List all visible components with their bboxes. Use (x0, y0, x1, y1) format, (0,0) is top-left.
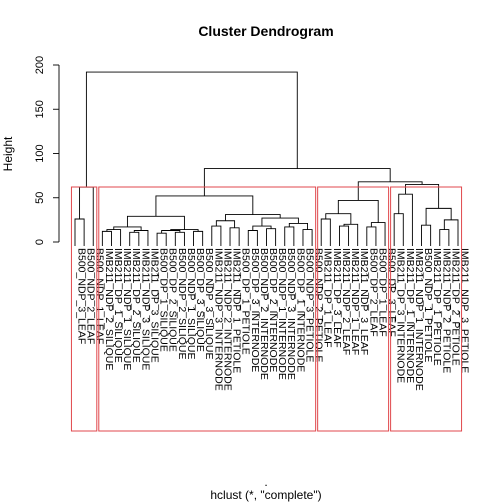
leaf-label: IMB211_DP_1_INTERNODE (404, 248, 416, 383)
x-axis-dot: . (264, 475, 267, 489)
leaf-label: IMB211_NDP_3_INTERNODE (212, 248, 224, 391)
leaf-label: IMB211_NDP_3_LEAF (358, 248, 370, 355)
leaf-label: IMB211_NDP_1_PETIOLE (231, 248, 243, 373)
leaf-label: IMB211_NDP_1_INTERNODE (413, 248, 425, 391)
leaf-label: B500_DP_3_SILIQUE (194, 248, 206, 352)
leaf-label: B500_DP_2_LEAF (367, 248, 379, 337)
leaf-label: B500_DP_1_PETIOLE (240, 248, 252, 355)
leaf-label: IMB211_DP_2_PETIOLE (449, 248, 461, 366)
dendrogram-branch (85, 71, 298, 188)
dendrogram-branch (133, 230, 149, 246)
dendrogram-branch (398, 193, 413, 246)
leaf-label: IMB211_DP_1_SILIQUE (112, 248, 124, 363)
leaf-label: IMB211_DP_3_SILIQUE (148, 248, 160, 363)
dendrogram-branch (343, 223, 359, 246)
leaf-label: IMB211_DP_3_INTERNODE (395, 248, 407, 383)
leaf-label: B500_NDP_1_INTERNODE (276, 248, 288, 380)
x-axis-label: hclust (*, "complete") (210, 488, 321, 502)
cluster-box (98, 186, 317, 432)
cluster-boxes (70, 186, 463, 432)
leaf-label: IMB211_NDP_2_LEAF (340, 248, 352, 355)
dendrogram-branch (229, 227, 240, 246)
dendrogram-branch (421, 224, 432, 246)
leaf-label: IMB211_NDP_2_PETIOLE (440, 248, 452, 373)
y-axis: 0 50 100 150 200 (34, 56, 60, 245)
cluster-box (390, 186, 463, 432)
dendrogram-branch (211, 225, 222, 246)
leaf-label: B500_NDP_1_PETIOLE (422, 248, 434, 362)
leaf-label: B500_NDP_2_LEAF (85, 248, 97, 344)
leaf-label: IMB211_DP_1_PETIOLE (431, 248, 443, 366)
dendrogram-branch (156, 232, 167, 246)
leaf-label: IMB211_DP_3_LEAF (331, 248, 343, 348)
dendrogram-branch (129, 231, 140, 246)
y-tick-label: 50 (34, 192, 46, 204)
dendrogram-branch (439, 229, 450, 246)
dendrogram-branch (302, 229, 313, 246)
chart-title: Cluster Dendrogram (198, 23, 333, 39)
dendrogram-branch (126, 215, 185, 230)
y-tick-label: 200 (34, 56, 46, 74)
leaf-label: B500_DP_1_INTERNODE (294, 248, 306, 372)
leaf-label: B500_NDP_1_SILIQUE (185, 248, 197, 359)
dendrogram-branch (443, 219, 459, 246)
y-axis-label: Height (1, 136, 15, 171)
dendrogram-branch (174, 231, 185, 246)
leaf-label: B500_NDP_3_INTERNODE (285, 248, 297, 380)
dendrogram-branch (74, 218, 85, 246)
dendrogram-branch (425, 207, 452, 226)
leaf-label: IMB211_NDP_2_SILIQUE (103, 248, 115, 370)
dendrogram-branch (339, 225, 350, 246)
y-tick-label: 0 (34, 239, 46, 245)
y-tick-label: 150 (34, 100, 46, 118)
dendrogram-branch (284, 226, 295, 246)
leaf-label: B500_DP_3_INTERNODE (249, 248, 261, 372)
dendrogram-branch (215, 220, 236, 228)
leaf-label: B500_DP_2_INTERNODE (267, 248, 279, 372)
dendrogram-branch (247, 230, 258, 246)
leaf-label: IMB211_DP_2_SILIQUE (130, 248, 142, 363)
leaf-label: IMB211_NDP_3_SILIQUE (139, 248, 151, 370)
dendrogram-branch (393, 213, 404, 246)
leaf-label: IMB211_NDP_1_LEAF (349, 248, 361, 355)
leaf-label: IMB211_DP_1_LEAF (322, 248, 334, 348)
dendrogram-branch (155, 195, 254, 217)
dendrogram-branches (74, 71, 459, 246)
leaf-label: IMB211_NDP_3_PETIOLE (459, 248, 471, 373)
dendrogram-branch (106, 229, 122, 246)
cluster-box (70, 186, 98, 432)
dendrogram-branch (261, 217, 299, 227)
cluster-box (317, 186, 390, 432)
dendrogram-branch (79, 186, 94, 246)
leaf-label: B500_NDP_3_LEAF (76, 248, 88, 344)
leaf-label: B500_DP_2_SILIQUE (167, 248, 179, 352)
leaf-label: B500_NDP_3_PETIOLE (303, 248, 315, 362)
dendrogram-branch (370, 222, 386, 246)
dendrogram-branch (337, 199, 379, 223)
leaf-label: B500_NDP_3_SILIQUE (203, 248, 215, 359)
leaf-label: B500_DP_1_SILIQUE (158, 248, 170, 352)
dendrogram-branch (405, 184, 440, 209)
leaf-label: IMB211_NDP_1_SILIQUE (121, 248, 133, 370)
dendrogram-branch (101, 230, 112, 246)
leaf-label: B500_NDP_2_SILIQUE (176, 248, 188, 359)
dendrogram-branch (266, 228, 277, 246)
leaf-label: B500_NDP_2_INTERNODE (258, 248, 270, 380)
leaf-label: IMB211_NDP_2_INTERNODE (221, 248, 233, 391)
dendrogram-branch (193, 230, 204, 246)
dendrogram-branch (320, 218, 331, 246)
dendrogram-branch (366, 226, 377, 246)
y-tick-label: 100 (34, 144, 46, 162)
leaf-label: B500_DP_1_LEAF (376, 248, 388, 337)
